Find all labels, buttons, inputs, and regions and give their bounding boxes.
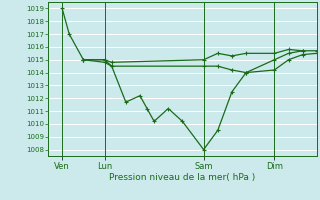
X-axis label: Pression niveau de la mer( hPa ): Pression niveau de la mer( hPa ) [109,173,256,182]
